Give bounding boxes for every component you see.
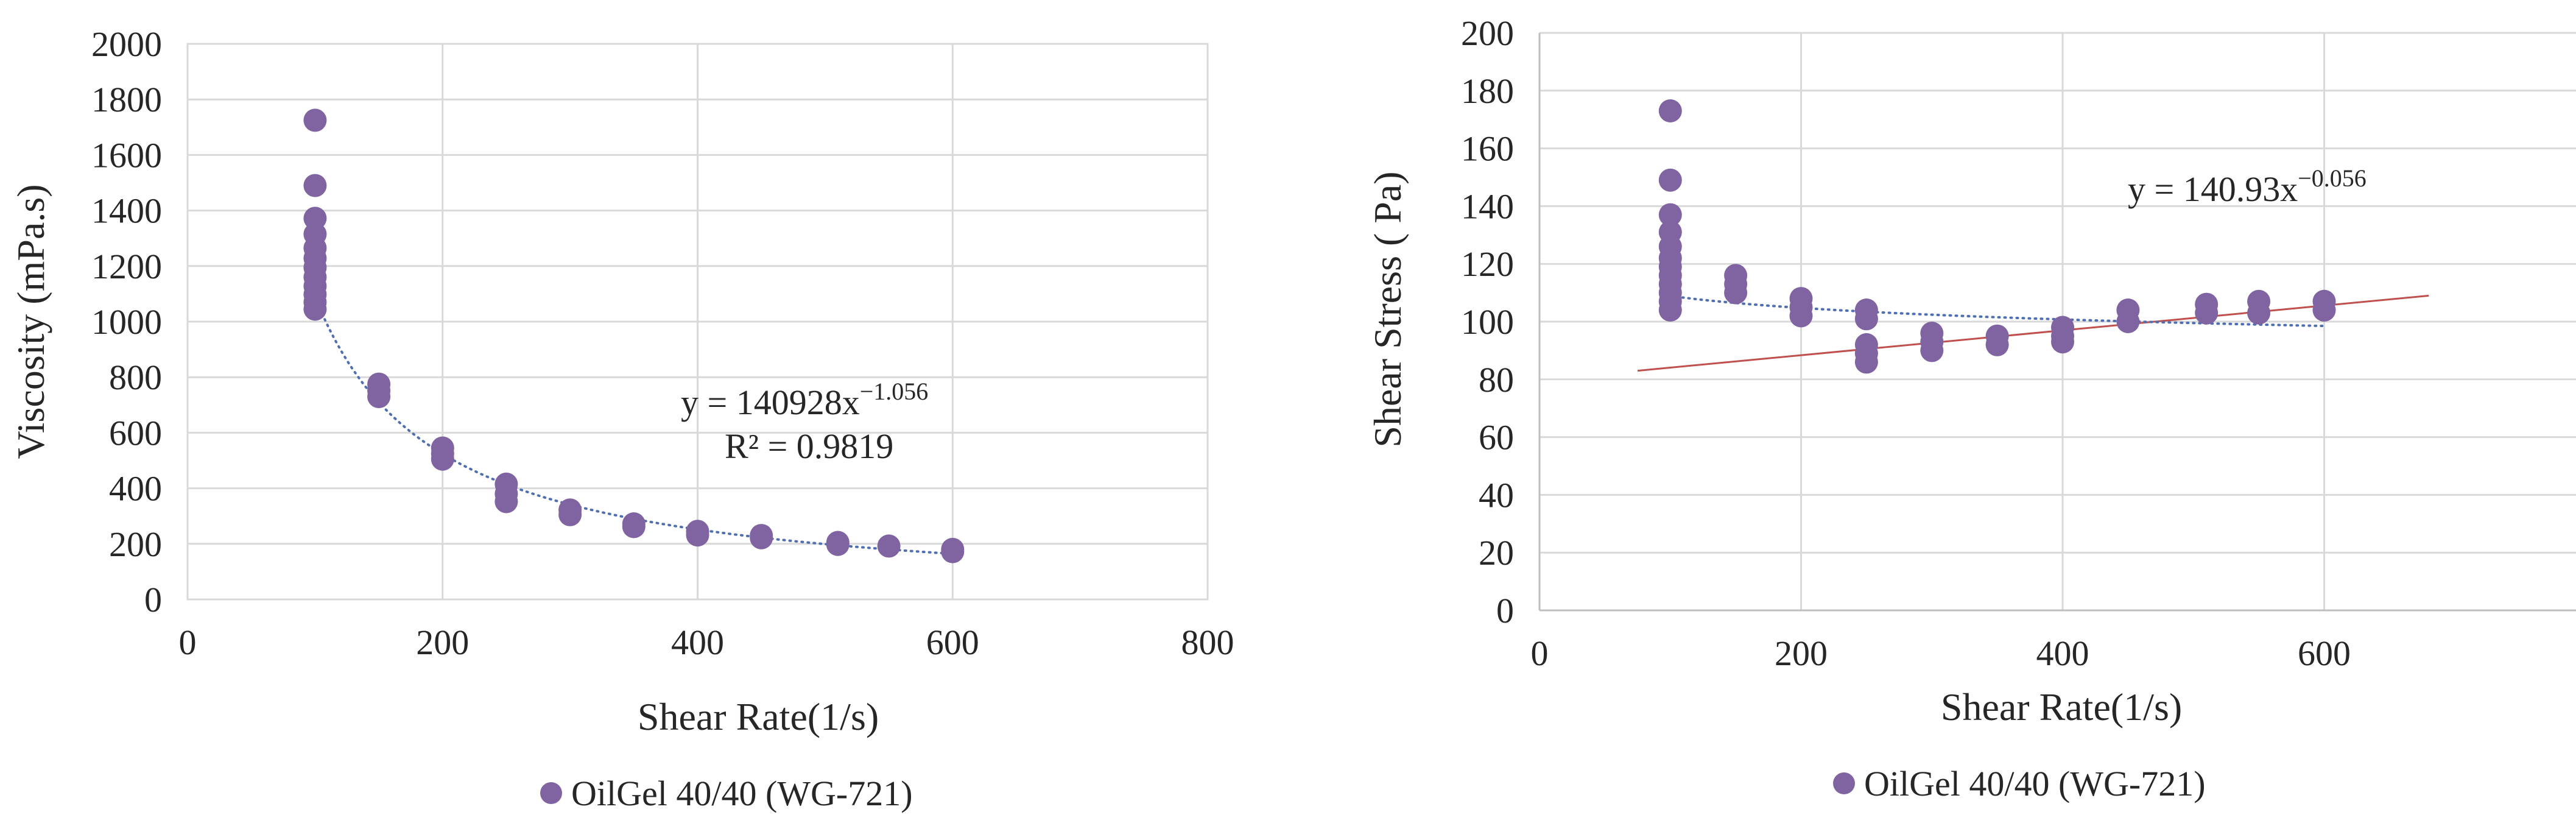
data-point	[367, 385, 391, 409]
left-gridlines	[186, 43, 1209, 601]
data-point	[750, 526, 773, 549]
y-tick-label: 200	[1461, 13, 1514, 53]
left-equation: y = 140928x−1.056	[681, 378, 928, 422]
right-equation-base: y = 140.93x	[2128, 169, 2298, 209]
data-point	[941, 540, 965, 563]
x-tick-label: 200	[416, 623, 469, 662]
data-point	[2116, 310, 2140, 333]
right-series-points	[1658, 99, 2336, 374]
data-point	[826, 532, 850, 556]
shear-stress-chart: 0 20 40 60 80 100 120 140 160 180 200 0 200 400 600 S…	[1366, 13, 2576, 803]
y-tick-label: 2000	[91, 24, 162, 64]
data-point	[1658, 168, 1682, 192]
x-tick-label: 0	[1531, 634, 1549, 673]
data-point	[303, 174, 327, 197]
y-tick-label: 1000	[91, 302, 162, 342]
y-tick-label: 180	[1461, 71, 1514, 111]
x-tick-label: 400	[2036, 634, 2089, 673]
y-tick-label: 60	[1479, 418, 1514, 457]
data-point	[303, 297, 327, 321]
x-tick-label: 600	[926, 623, 979, 662]
y-tick-label: 1800	[91, 80, 162, 119]
left-x-tick-labels: 0 200 400 600 800	[179, 623, 1234, 662]
left-y-tick-labels: 0 200 400 600 800 1000 1200 1400 1600 1800 2000	[91, 24, 162, 620]
y-tick-label: 160	[1461, 129, 1514, 169]
left-r-squared: R² = 0.9819	[725, 426, 893, 466]
left-equation-base: y = 140928x	[681, 383, 860, 422]
data-point	[2312, 298, 2336, 322]
left-legend-marker	[540, 782, 562, 804]
data-point	[558, 503, 582, 526]
y-tick-label: 140	[1461, 186, 1514, 226]
data-point	[1658, 298, 1682, 322]
right-x-axis-title: Shear Rate(1/s)	[1941, 685, 2182, 729]
x-tick-label: 200	[1775, 634, 1828, 673]
viscosity-chart: 0 200 400 600 800 1000 1200 1400 1600 1800 2000 0 2…	[9, 24, 1234, 813]
right-y-axis-title: Shear Stress ( Pa)	[1366, 171, 1409, 447]
y-tick-label: 600	[109, 413, 162, 453]
x-tick-label: 800	[1181, 623, 1234, 662]
left-legend-label: OilGel 40/40 (WG-721)	[571, 774, 913, 813]
x-tick-label: 600	[2298, 634, 2351, 673]
data-point	[431, 447, 454, 471]
data-point	[303, 108, 327, 132]
data-point	[2195, 301, 2219, 325]
y-tick-label: 100	[1461, 302, 1514, 342]
x-tick-label: 400	[671, 623, 724, 662]
data-point	[1985, 333, 2009, 356]
y-tick-label: 800	[109, 358, 162, 397]
right-equation-exponent: −0.056	[2298, 164, 2367, 192]
left-x-axis-title: Shear Rate(1/s)	[638, 695, 879, 738]
right-linear-trendline	[1637, 294, 2429, 372]
data-point	[494, 490, 518, 514]
right-power-trendline	[1669, 294, 2326, 328]
y-tick-label: 120	[1461, 244, 1514, 284]
y-tick-label: 40	[1479, 475, 1514, 515]
data-point	[2247, 301, 2271, 325]
left-equation-exponent: −1.056	[860, 378, 929, 405]
y-tick-label: 200	[109, 524, 162, 564]
y-tick-label: 0	[144, 580, 162, 620]
right-legend-marker	[1833, 772, 1855, 794]
data-point	[622, 515, 646, 538]
y-tick-label: 20	[1479, 533, 1514, 573]
right-x-tick-labels: 0 200 400 600	[1531, 634, 2351, 673]
right-equation: y = 140.93x−0.056	[2128, 164, 2367, 209]
y-tick-label: 0	[1496, 591, 1514, 630]
data-point	[1854, 350, 1878, 374]
data-point	[1724, 281, 1748, 305]
x-tick-label: 0	[179, 623, 197, 662]
data-point	[1854, 307, 1878, 331]
data-point	[1920, 339, 1944, 362]
right-y-tick-labels: 0 20 40 60 80 100 120 140 160 180 200	[1461, 13, 1514, 630]
right-legend-label: OilGel 40/40 (WG-721)	[1864, 764, 2206, 803]
data-point	[877, 534, 901, 558]
left-series-points	[303, 108, 965, 563]
data-point	[2051, 330, 2074, 354]
data-point	[686, 523, 709, 547]
y-tick-label: 80	[1479, 360, 1514, 400]
y-tick-label: 1600	[91, 135, 162, 175]
data-point	[1789, 304, 1813, 328]
y-tick-label: 400	[109, 469, 162, 509]
y-tick-label: 1400	[91, 191, 162, 231]
data-point	[1658, 203, 1682, 227]
left-y-axis-title: Viscosity (mPa.s)	[9, 184, 52, 459]
data-point	[303, 206, 327, 230]
data-point	[1658, 99, 1682, 122]
y-tick-label: 1200	[91, 247, 162, 286]
